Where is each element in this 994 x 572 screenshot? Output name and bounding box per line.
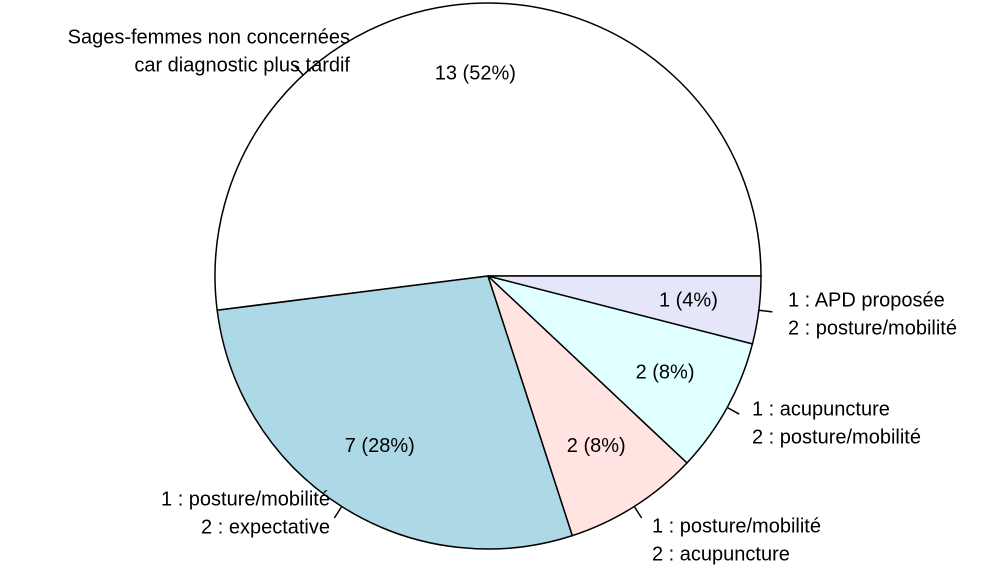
slice-label: car diagnostic plus tardif — [134, 54, 350, 76]
label-tick — [333, 506, 343, 519]
slice-label: 1 : APD proposée — [788, 289, 945, 311]
value-label: 1 (4%) — [659, 290, 718, 312]
label-tick — [293, 64, 304, 76]
value-label: 13 (52%) — [435, 63, 516, 85]
slice-label: 1 : acupuncture — [752, 398, 890, 420]
slice-label: 2 : posture/mobilité — [788, 317, 957, 339]
label-tick — [633, 506, 643, 519]
value-label: 7 (28%) — [345, 435, 415, 457]
pie-slice — [487, 275, 754, 464]
slice-label: 1 : posture/mobilité — [161, 488, 330, 510]
pie-slice — [214, 2, 762, 312]
label-tick — [726, 406, 740, 415]
slice-label: 1 : posture/mobilité — [652, 515, 821, 537]
pie-slice — [487, 275, 689, 537]
pie-slice — [487, 275, 762, 345]
value-label: 2 (8%) — [636, 362, 695, 384]
slice-label: 2 : posture/mobilité — [752, 426, 921, 448]
slice-label: 2 : expectative — [201, 516, 330, 538]
value-label: 2 (8%) — [567, 435, 626, 457]
slice-label: 2 : acupuncture — [652, 543, 790, 565]
pie-slice — [216, 275, 574, 550]
label-tick — [758, 309, 773, 313]
slice-label: Sages-femmes non concernées — [68, 26, 350, 48]
